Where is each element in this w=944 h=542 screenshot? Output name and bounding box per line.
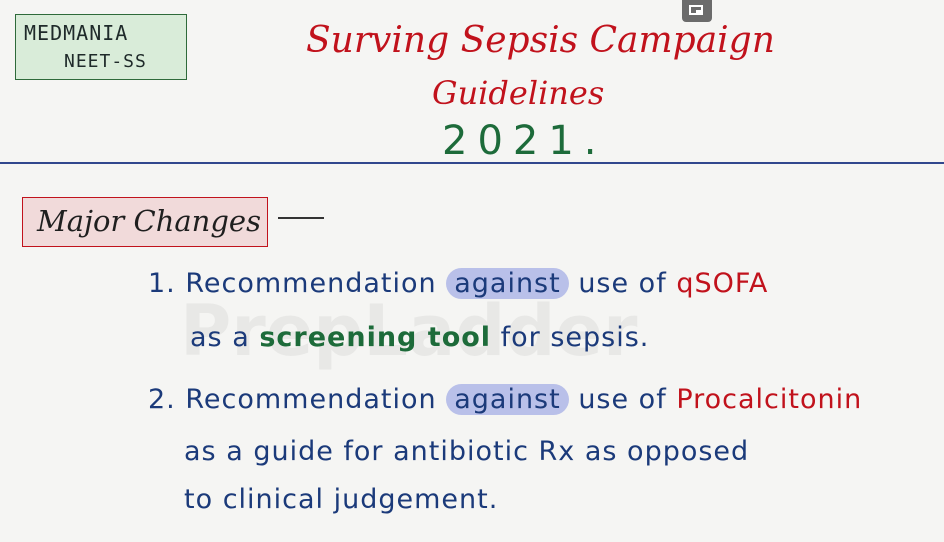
highlighted-word: against [446,384,569,415]
item-1-line-2: as a screening tool for sepsis. [190,322,649,353]
item-number: 1. [148,268,176,299]
item-2-line-2: as a guide for antibiotic Rx as opposed [184,436,750,467]
item-2-line-1: 2. Recommendation against use of Procalc… [148,384,862,415]
item-text: Recommendation [185,268,437,299]
picture-in-picture-icon[interactable] [682,0,712,22]
item-term: Procalcitonin [676,384,863,415]
highlighted-word: against [446,268,569,299]
item-text: Recommendation [185,384,437,415]
item-2-line-3: to clinical judgement. [184,484,499,515]
brand-name: MEDMANIA [24,21,129,45]
slide-title-line2: Guidelines [432,74,605,112]
heading-dash [278,217,324,219]
item-text: as a [190,322,250,353]
slide-title: Surving Sepsis Campaign [306,20,775,61]
section-heading: Major Changes [37,204,261,238]
item-text: use of [578,384,667,415]
item-green-text: screening tool [259,322,492,353]
item-number: 2. [148,384,176,415]
slide-year: 2021. [442,118,607,164]
item-term: qSOFA [676,268,769,299]
item-text: for sepsis. [500,322,650,353]
item-text: use of [578,268,667,299]
item-1-line-1: 1. Recommendation against use of qSOFA [148,268,768,299]
watermark: PrepLadder [180,290,638,372]
section-heading-box: Major Changes [22,197,268,247]
divider [0,162,944,164]
brand-box: MEDMANIA NEET-SS [15,14,187,80]
brand-subtitle: NEET-SS [64,51,147,72]
